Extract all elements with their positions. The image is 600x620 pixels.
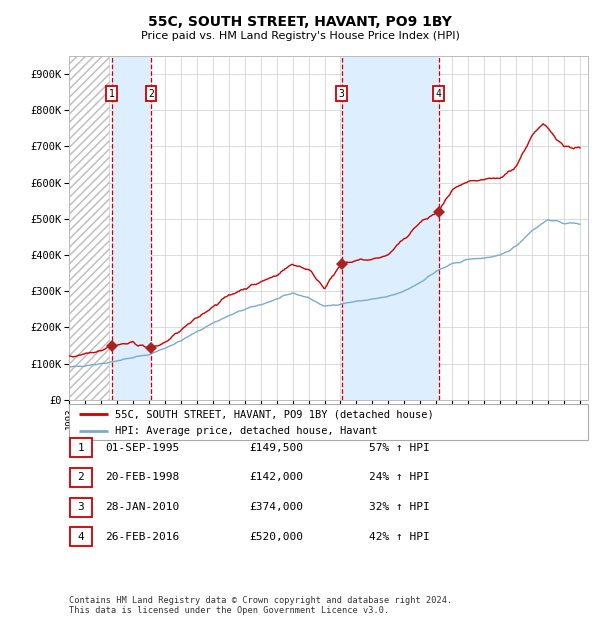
Text: 01-SEP-1995: 01-SEP-1995 bbox=[105, 443, 179, 453]
Text: 3: 3 bbox=[77, 502, 85, 512]
Text: 20-FEB-1998: 20-FEB-1998 bbox=[105, 472, 179, 482]
Text: 55C, SOUTH STREET, HAVANT, PO9 1BY (detached house): 55C, SOUTH STREET, HAVANT, PO9 1BY (deta… bbox=[115, 409, 433, 419]
Text: 2: 2 bbox=[77, 472, 85, 482]
Text: 57% ↑ HPI: 57% ↑ HPI bbox=[369, 443, 430, 453]
Text: 42% ↑ HPI: 42% ↑ HPI bbox=[369, 532, 430, 542]
Text: £149,500: £149,500 bbox=[249, 443, 303, 453]
Text: 28-JAN-2010: 28-JAN-2010 bbox=[105, 502, 179, 512]
Bar bbox=[112, 56, 151, 400]
Text: £374,000: £374,000 bbox=[249, 502, 303, 512]
Text: 1: 1 bbox=[109, 89, 115, 99]
Text: HPI: Average price, detached house, Havant: HPI: Average price, detached house, Hava… bbox=[115, 426, 377, 436]
Bar bbox=[341, 56, 439, 400]
Text: Price paid vs. HM Land Registry's House Price Index (HPI): Price paid vs. HM Land Registry's House … bbox=[140, 31, 460, 41]
Text: 26-FEB-2016: 26-FEB-2016 bbox=[105, 532, 179, 542]
Text: 24% ↑ HPI: 24% ↑ HPI bbox=[369, 472, 430, 482]
Text: Contains HM Land Registry data © Crown copyright and database right 2024.
This d: Contains HM Land Registry data © Crown c… bbox=[69, 596, 452, 615]
Text: 1: 1 bbox=[77, 443, 85, 453]
Text: 3: 3 bbox=[338, 89, 344, 99]
Text: 2: 2 bbox=[148, 89, 154, 99]
Text: 4: 4 bbox=[436, 89, 442, 99]
Text: 4: 4 bbox=[77, 532, 85, 542]
Text: £142,000: £142,000 bbox=[249, 472, 303, 482]
Text: 32% ↑ HPI: 32% ↑ HPI bbox=[369, 502, 430, 512]
Text: 55C, SOUTH STREET, HAVANT, PO9 1BY: 55C, SOUTH STREET, HAVANT, PO9 1BY bbox=[148, 15, 452, 29]
Text: £520,000: £520,000 bbox=[249, 532, 303, 542]
